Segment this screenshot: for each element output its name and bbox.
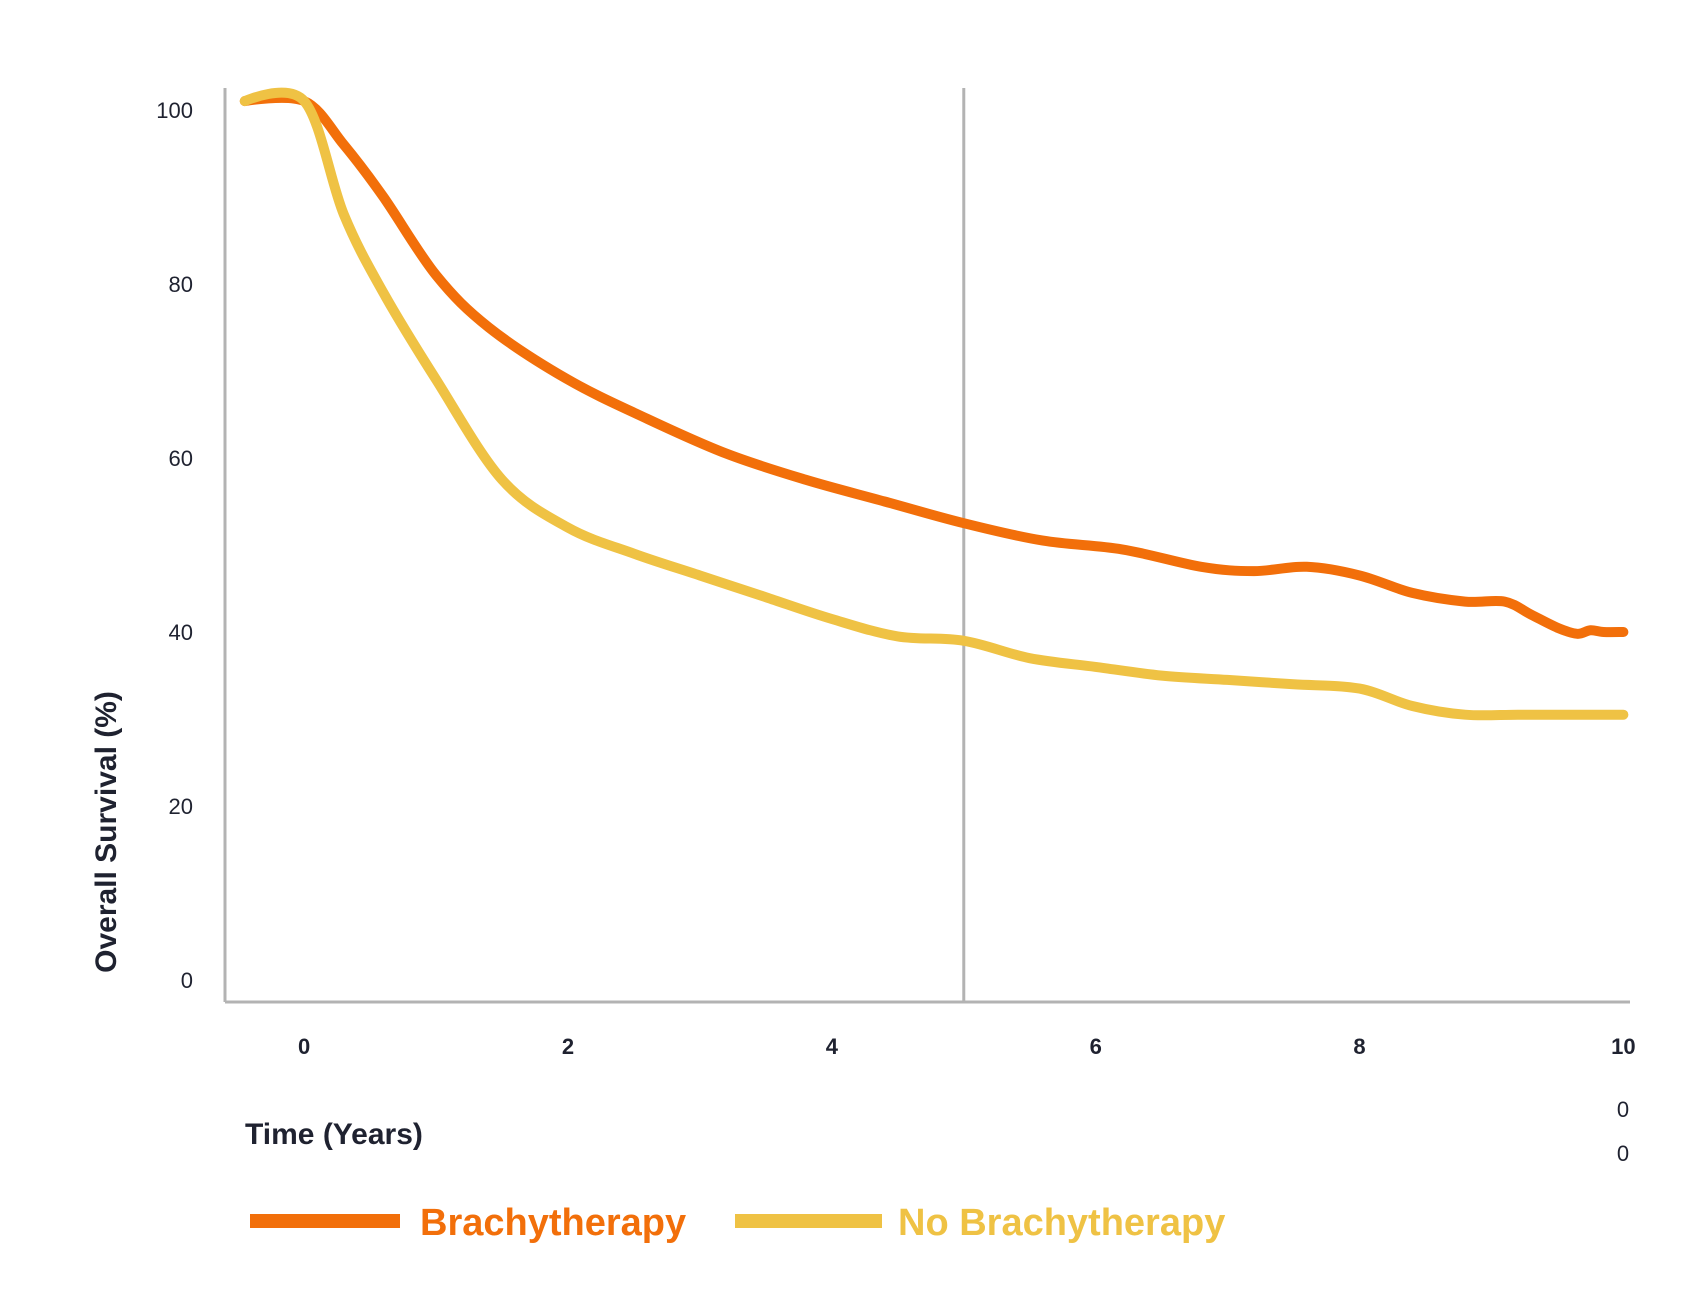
extra-label-2: 0 bbox=[1617, 1141, 1629, 1166]
legend: Brachytherapy No Brachytherapy bbox=[250, 1202, 1225, 1244]
x-tick-label-4: 8 bbox=[1353, 1034, 1365, 1059]
extra-label-1: 0 bbox=[1617, 1097, 1629, 1122]
series-lines bbox=[239, 87, 1629, 721]
x-tick-label-5: 10 bbox=[1611, 1034, 1635, 1059]
series-line-1 bbox=[239, 87, 1629, 721]
y-tick-label-4: 80 bbox=[169, 272, 193, 297]
legend-label-brachytherapy: Brachytherapy bbox=[420, 1202, 686, 1244]
x-axis-label: Time (Years) bbox=[245, 1118, 423, 1151]
y-tick-label-0: 0 bbox=[181, 968, 193, 993]
y-tick-labels: 0 20 40 60 80 100 bbox=[156, 98, 193, 993]
x-tick-label-0: 0 bbox=[298, 1034, 310, 1059]
y-axis-label: Overall Survival (%) bbox=[90, 691, 123, 973]
series-line-0 bbox=[239, 92, 1629, 639]
y-tick-label-1: 20 bbox=[169, 794, 193, 819]
x-tick-labels: 0 2 4 6 8 10 bbox=[298, 1034, 1636, 1059]
axes bbox=[223, 88, 1630, 1004]
y-tick-label-2: 40 bbox=[169, 620, 193, 645]
legend-label-no-brachytherapy: No Brachytherapy bbox=[898, 1202, 1225, 1244]
x-tick-label-2: 4 bbox=[826, 1034, 839, 1059]
y-tick-label-3: 60 bbox=[169, 446, 193, 471]
x-tick-label-3: 6 bbox=[1090, 1034, 1102, 1059]
x-tick-label-1: 2 bbox=[562, 1034, 574, 1059]
y-tick-label-5: 100 bbox=[156, 98, 193, 123]
